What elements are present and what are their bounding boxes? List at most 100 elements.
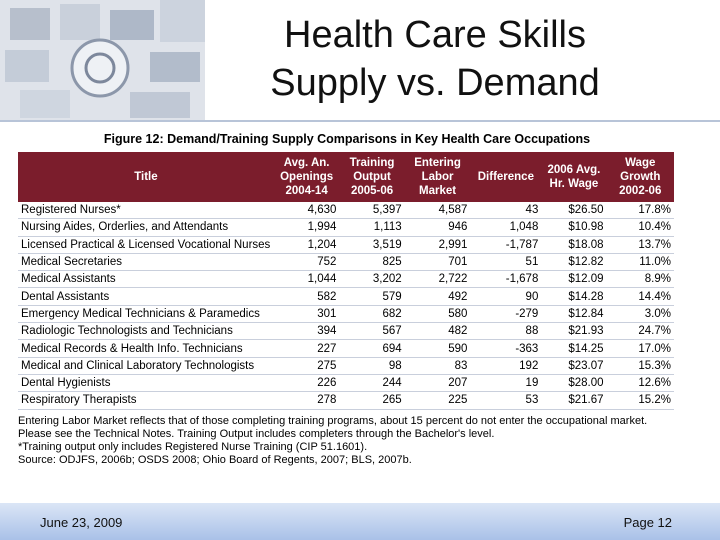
header-text: Entering <box>414 157 461 169</box>
table-cell: Licensed Practical & Licensed Vocational… <box>18 236 274 254</box>
header-text: Market <box>419 185 457 197</box>
footer-page: Page 12 <box>623 515 672 530</box>
table-cell: 14.4% <box>606 287 674 306</box>
table-cell: 1,044 <box>273 270 340 289</box>
table-cell: 3,519 <box>339 236 405 254</box>
header-cell: Avg. An. Openings 2004-14 <box>273 152 340 202</box>
table-row: Radiologic Technologists and Technicians… <box>18 322 674 341</box>
footer-bar <box>0 503 720 540</box>
divider <box>0 120 720 122</box>
table-cell: 53 <box>470 391 542 410</box>
footer-date: June 23, 2009 <box>40 515 123 530</box>
table: Title Avg. An. Openings 2004-14 Training Outp… <box>18 152 674 410</box>
table-cell: $28.00 <box>541 374 607 393</box>
table-cell: 10.4% <box>606 218 674 237</box>
header-cell: Difference <box>470 152 542 202</box>
table-row: Medical and Clinical Laboratory Technolo… <box>18 357 674 375</box>
table-cell: 98 <box>339 357 405 375</box>
table-cell: 225 <box>404 391 471 410</box>
header-text: 2006 Avg. <box>547 164 601 176</box>
table-row: Respiratory Therapists 278 265 225 53 $21.67 1… <box>18 391 674 410</box>
table-cell: 590 <box>404 339 471 358</box>
note: *Training output only includes Registere… <box>18 440 368 453</box>
table-cell: 3.0% <box>606 305 674 324</box>
header-cell: Training Output 2005-06 <box>339 152 405 202</box>
table-cell: $12.84 <box>541 305 607 324</box>
header-text: 2005-06 <box>350 185 394 197</box>
note: Entering Labor Market reflects that of t… <box>18 414 648 440</box>
header-text: 2002-06 <box>619 185 662 197</box>
header-text: Avg. An. <box>283 157 330 169</box>
table-cell: 482 <box>404 322 471 341</box>
table-cell: Registered Nurses* <box>18 202 274 220</box>
notes: Entering Labor Market reflects that of t… <box>18 415 676 467</box>
figure-title: Figure 12: Demand/Training Supply Compar… <box>103 132 591 146</box>
table-cell: 11.0% <box>606 253 674 272</box>
table-cell: 5,397 <box>339 202 405 220</box>
table-cell: $14.28 <box>541 287 607 306</box>
table-cell: 2,991 <box>404 236 471 254</box>
table-cell: 1,204 <box>273 236 340 254</box>
table-row: Dental Assistants 582 579 492 90 $14.28 14.4% <box>18 287 674 306</box>
header-text: Difference <box>477 171 534 183</box>
header-text: Hr. Wage <box>549 178 599 190</box>
header-text: Title <box>134 171 158 183</box>
table-cell: 227 <box>273 339 340 358</box>
table-cell: 694 <box>339 339 405 358</box>
table-cell: Respiratory Therapists <box>18 391 274 410</box>
table-cell: 701 <box>404 253 471 272</box>
slide-title: Supply vs. Demand <box>270 62 600 104</box>
table-cell: 90 <box>470 287 542 306</box>
table-cell: 24.7% <box>606 322 674 341</box>
table-cell: $21.93 <box>541 322 607 341</box>
table-row: Nursing Aides, Orderlies, and Attendants… <box>18 218 674 237</box>
table-cell: 207 <box>404 374 471 393</box>
table-cell: 8.9% <box>606 270 674 289</box>
table-cell: Emergency Medical Technicians & Paramedi… <box>18 305 274 324</box>
table-cell: 12.6% <box>606 374 674 393</box>
header-text: Training <box>349 157 395 169</box>
header-text: Labor <box>421 171 454 183</box>
table-cell: $10.98 <box>541 218 607 237</box>
slide-title: Health Care Skills <box>284 14 586 56</box>
table-cell: $26.50 <box>541 202 607 220</box>
figure: Figure 12: Demand/Training Supply Compar… <box>18 128 676 467</box>
table-cell: 17.0% <box>606 339 674 358</box>
table-cell: 825 <box>339 253 405 272</box>
note: Source: ODJFS, 2006b; OSDS 2008; Ohio Bo… <box>18 453 412 466</box>
table-row: Medical Records & Health Info. Technicia… <box>18 339 674 358</box>
table-cell: Medical and Clinical Laboratory Technolo… <box>18 357 274 375</box>
header-cell: Title <box>18 152 274 202</box>
table-row: Dental Hygienists 226 244 207 19 $28.00 12.6% <box>18 374 674 393</box>
table-cell: 567 <box>339 322 405 341</box>
table-cell: $12.82 <box>541 253 607 272</box>
header-text: Output <box>353 171 391 183</box>
decoration <box>0 0 205 120</box>
table-cell: Medical Secretaries <box>18 253 274 272</box>
table-row: Emergency Medical Technicians & Paramedi… <box>18 305 674 324</box>
table-row: Medical Assistants 1,044 3,202 2,722 -1,678 $… <box>18 270 674 289</box>
table-cell: 492 <box>404 287 471 306</box>
table-cell: 278 <box>273 391 340 410</box>
table-cell: 752 <box>273 253 340 272</box>
table-cell: 1,048 <box>470 218 542 237</box>
table-cell: $23.07 <box>541 357 607 375</box>
header-cell: Entering Labor Market <box>404 152 471 202</box>
table-cell: Radiologic Technologists and Technicians <box>18 322 274 341</box>
header-text: Openings <box>280 171 334 183</box>
table-cell: 946 <box>404 218 471 237</box>
table-cell: 582 <box>273 287 340 306</box>
table-cell: 579 <box>339 287 405 306</box>
table-cell: Dental Assistants <box>18 287 274 306</box>
header-text: Wage <box>625 157 656 169</box>
table-cell: 4,587 <box>404 202 471 220</box>
table-cell: 394 <box>273 322 340 341</box>
table-cell: 244 <box>339 374 405 393</box>
table-cell: 301 <box>273 305 340 324</box>
table-cell: 4,630 <box>273 202 340 220</box>
table-cell: 682 <box>339 305 405 324</box>
table-cell: $21.67 <box>541 391 607 410</box>
table-cell: $14.25 <box>541 339 607 358</box>
table-cell: 2,722 <box>404 270 471 289</box>
